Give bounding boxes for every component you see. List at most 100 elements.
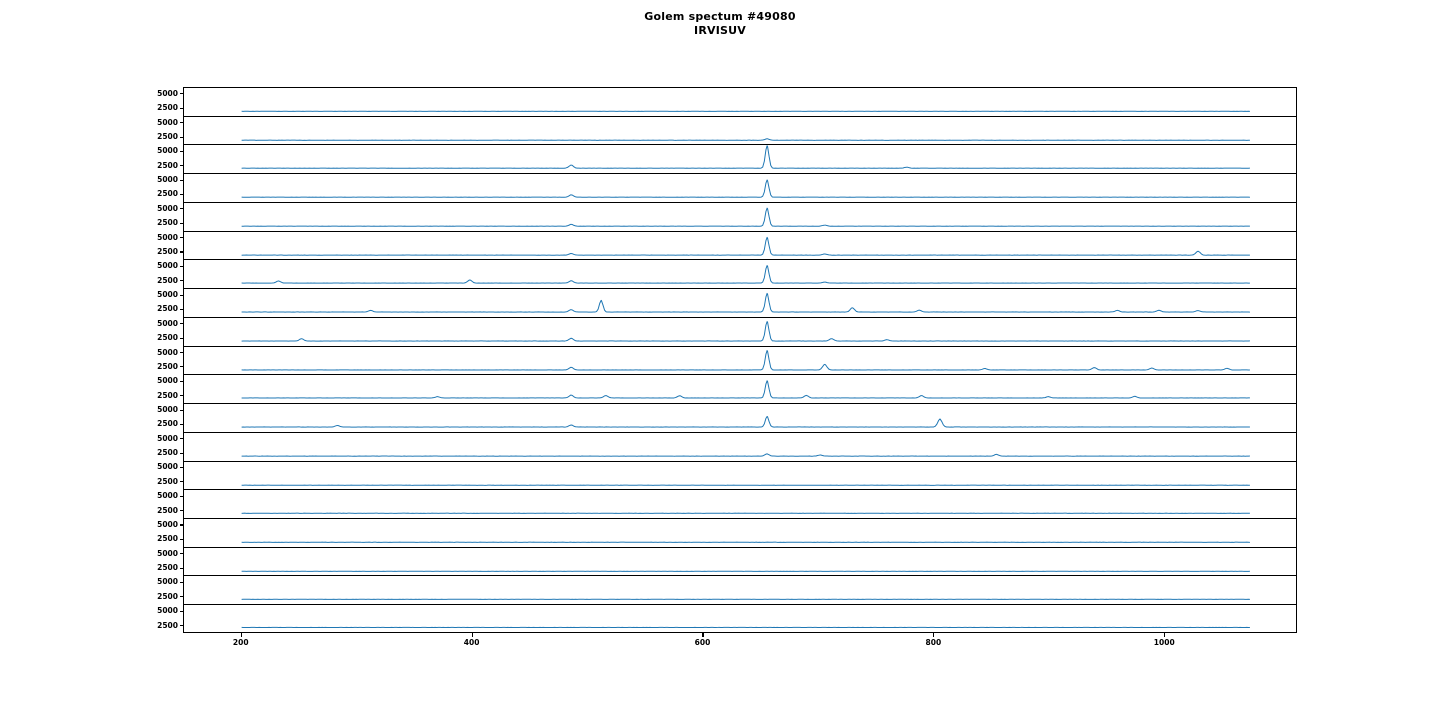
spectrum-panel [183, 575, 1297, 605]
y-tick-mark [179, 179, 183, 181]
y-tick-label: 2500 [157, 275, 178, 285]
y-tick-mark [179, 596, 183, 598]
y-tick-label: 2500 [157, 189, 178, 199]
y-tick-label: 5000 [157, 405, 178, 414]
y-tick-label: 2500 [157, 620, 178, 630]
spectrum-panel [183, 403, 1297, 432]
figure-title-block: Golem spectum #49080 IRVISUV [0, 10, 1440, 38]
y-tick-mark [179, 107, 183, 109]
y-tick-label: 2500 [157, 476, 178, 486]
x-tick-label: 1000 [1153, 638, 1175, 647]
y-tick-mark [179, 165, 183, 167]
figure-subtitle: IRVISUV [694, 24, 746, 37]
x-tick-mark [1164, 633, 1166, 637]
y-tick-label: 2500 [157, 563, 178, 573]
spectrum-panel [183, 230, 1297, 260]
y-tick-mark [179, 438, 183, 440]
y-tick-label: 5000 [157, 290, 178, 300]
y-tick-label: 2500 [157, 390, 178, 400]
x-tick-label: 600 [694, 638, 711, 647]
spectrum-panel [183, 604, 1297, 633]
x-tick-mark [933, 633, 935, 637]
y-tick-mark [179, 150, 183, 152]
y-tick-mark [179, 553, 183, 555]
y-tick-mark [179, 136, 183, 138]
y-tick-mark [179, 294, 183, 296]
spectrum-panel [183, 518, 1297, 547]
spectrum-trace [184, 203, 1296, 231]
y-tick-label: 5000 [157, 519, 178, 529]
y-tick-mark [179, 510, 183, 512]
spectrum-trace [184, 519, 1296, 547]
y-tick-mark [179, 352, 183, 354]
y-tick-mark [179, 409, 183, 411]
y-tick-mark [179, 265, 183, 267]
y-tick-mark [179, 495, 183, 497]
x-tick-mark [240, 633, 242, 637]
spectrum-panel [183, 173, 1297, 202]
y-tick-mark [179, 208, 183, 210]
y-tick-label: 5000 [157, 117, 178, 127]
y-tick-label: 2500 [157, 361, 178, 371]
y-tick-mark [179, 251, 183, 253]
spectrum-trace [184, 174, 1296, 202]
spectrum-trace [184, 145, 1296, 173]
y-tick-label: 5000 [157, 347, 178, 357]
spectrum-trace [184, 404, 1296, 432]
y-tick-label: 5000 [157, 146, 178, 156]
y-tick-mark [179, 466, 183, 469]
spectrum-panel [183, 374, 1297, 404]
spectrum-panel [183, 288, 1297, 317]
y-tick-mark [179, 423, 183, 425]
y-tick-label: 2500 [157, 103, 178, 113]
y-tick-mark [179, 538, 183, 540]
y-tick-label: 5000 [157, 491, 178, 501]
y-tick-mark [179, 380, 183, 382]
y-tick-label: 5000 [157, 577, 178, 587]
y-tick-label: 2500 [157, 333, 178, 343]
spectrum-trace [184, 88, 1296, 116]
y-tick-label: 5000 [157, 261, 178, 271]
spectrum-panel [183, 489, 1297, 519]
y-tick-label: 5000 [157, 376, 178, 386]
spectrum-panel [183, 345, 1297, 375]
x-tick-label: 400 [463, 638, 480, 647]
y-tick-mark [179, 524, 183, 526]
x-tick-mark [471, 633, 473, 637]
page-title: Golem spectum #49080 [644, 10, 796, 23]
y-tick-label: 5000 [157, 232, 178, 242]
y-tick-label: 2500 [157, 132, 178, 141]
y-tick-mark [179, 308, 183, 311]
spectrum-panel [183, 87, 1297, 116]
y-tick-label: 5000 [157, 433, 178, 443]
spectrum-trace [184, 347, 1296, 375]
spectrum-trace [184, 462, 1296, 490]
x-tick-label: 200 [232, 638, 249, 647]
spectra-panel-stack [183, 87, 1297, 633]
spectrum-panel [183, 259, 1297, 289]
spectrum-trace [184, 490, 1296, 518]
x-axis: 200 400 600 800 1000 [183, 633, 1297, 663]
spectrum-panel [183, 546, 1297, 576]
spectrum-trace [184, 548, 1296, 576]
spectrum-trace [184, 318, 1296, 346]
y-tick-mark [179, 222, 183, 224]
y-tick-label: 5000 [157, 462, 178, 472]
spectrum-panel [183, 115, 1297, 145]
y-axis-labels: 2500 5000 2500 5000 2500 5000 2500 5000 2500 5000… [0, 87, 183, 633]
y-tick-label: 5000 [157, 203, 178, 213]
y-tick-mark [179, 193, 183, 196]
y-tick-mark [179, 625, 183, 627]
y-tick-label: 5000 [157, 318, 178, 328]
y-tick-mark [179, 452, 183, 454]
y-tick-mark [179, 323, 183, 325]
y-tick-mark [179, 481, 183, 483]
spectrum-trace [184, 260, 1296, 288]
y-tick-label: 2500 [157, 505, 178, 515]
y-tick-label: 2500 [157, 534, 178, 544]
y-tick-label: 2500 [157, 448, 178, 458]
spectrum-panel [183, 316, 1297, 346]
y-tick-label: 5000 [157, 88, 178, 98]
spectrum-trace [184, 605, 1296, 632]
